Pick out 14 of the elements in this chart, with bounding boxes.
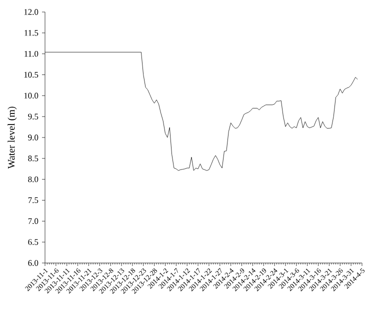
y-tick-label: 7.0	[28, 218, 38, 224]
y-tick-label: 9.0	[28, 134, 38, 140]
y-tick-label: 10.5	[24, 72, 38, 78]
y-tick-label: 6.0	[28, 260, 38, 266]
y-tick-label: 11.5	[24, 30, 38, 36]
y-tick-label: 7.5	[28, 197, 38, 204]
y-tick-label: 10.0	[24, 92, 38, 99]
y-tick-label: 9.5	[28, 114, 38, 120]
y-tick-label: 6.5	[28, 239, 38, 245]
y-tick-label: 12.0	[24, 9, 38, 15]
y-tick-label: 11.0	[24, 50, 38, 57]
y-tick-label: 8.0	[28, 176, 38, 182]
y-tick-label: 8.5	[28, 156, 38, 162]
y-axis-title: Water level (m)	[8, 106, 17, 169]
